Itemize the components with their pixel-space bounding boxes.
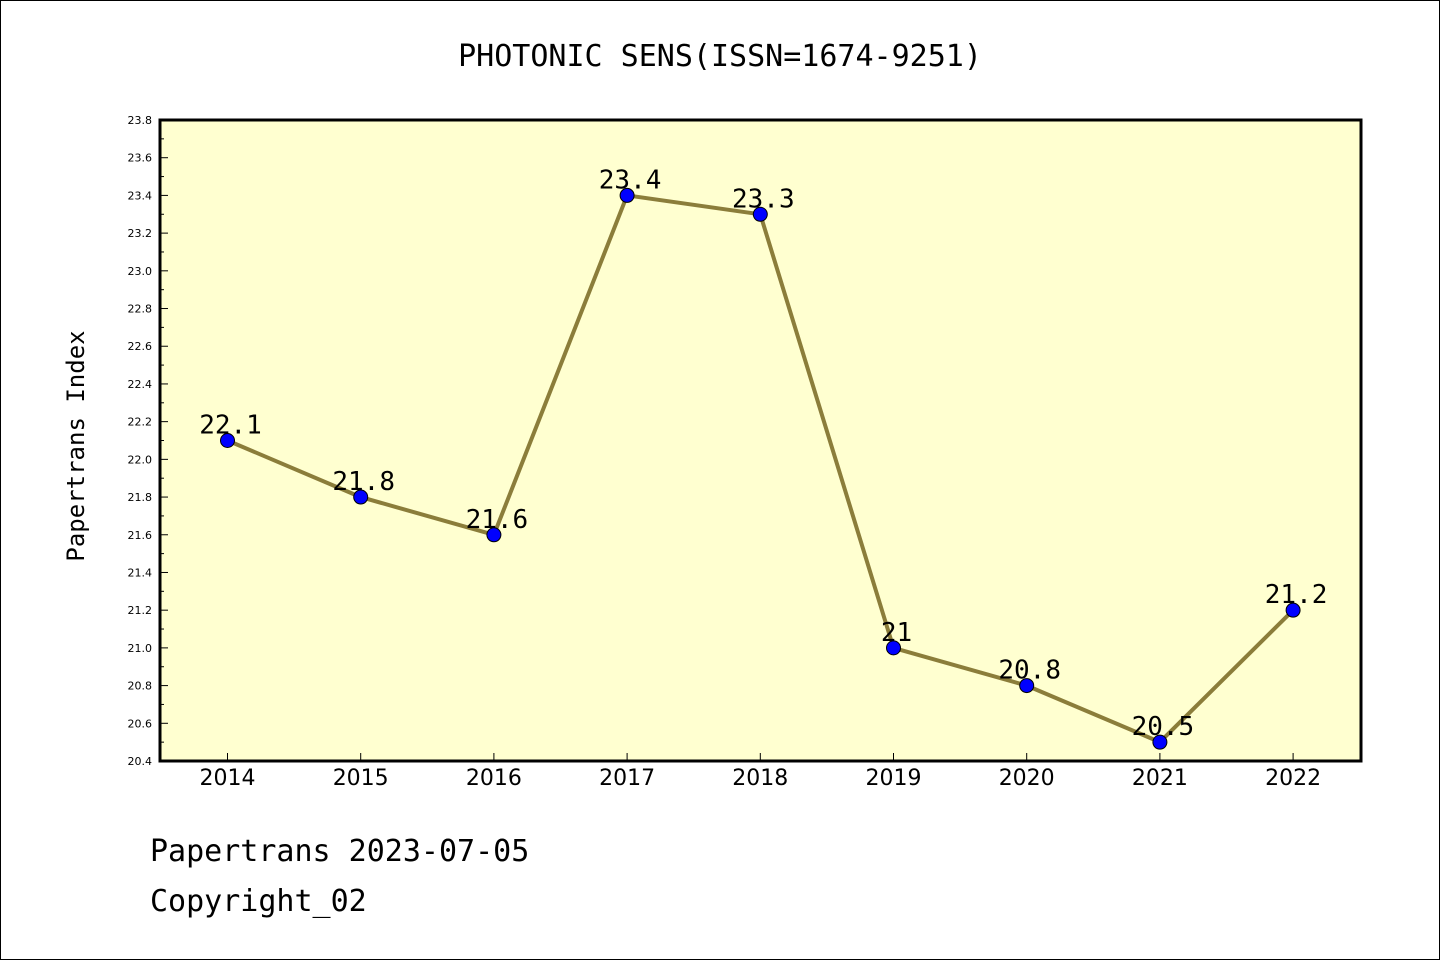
x-tick-label: 2019 [866, 766, 922, 791]
x-tick-label: 2022 [1265, 766, 1321, 791]
data-point-marker [886, 640, 901, 656]
y-tick-label: 21.6 [128, 529, 153, 542]
data-point-marker [752, 206, 768, 222]
y-tick-label: 23.0 [128, 265, 153, 278]
data-label: 20.5 [1132, 712, 1195, 742]
x-tick-label: 2021 [1132, 766, 1188, 791]
data-label: 23.4 [599, 165, 662, 195]
data-point-marker [1152, 734, 1168, 750]
x-tick-label: 2014 [200, 766, 256, 791]
y-tick-label: 23.8 [128, 114, 153, 127]
y-tick-label: 20.6 [128, 717, 153, 730]
data-label: 23.3 [732, 184, 795, 214]
y-tick-label: 23.6 [128, 152, 153, 165]
data-point-marker [1285, 602, 1301, 618]
y-axis-label: Papertrans Index [62, 330, 90, 561]
y-tick-label: 22.4 [128, 378, 153, 391]
y-tick-label: 22.2 [128, 416, 153, 429]
x-tick-label: 2020 [999, 766, 1055, 791]
chart-title: PHOTONIC SENS(ISSN=1674-9251) [458, 39, 982, 74]
y-tick-label: 21.4 [128, 566, 153, 579]
data-label: 22.1 [199, 411, 262, 441]
y-tick-label: 23.4 [128, 189, 153, 202]
data-label: 21.6 [466, 505, 529, 535]
footer-date-label: Papertrans 2023-07-05 [150, 834, 530, 869]
data-point-marker [353, 489, 369, 505]
x-tick-label: 2018 [732, 766, 788, 791]
data-point-marker [220, 433, 235, 448]
y-tick-label: 23.2 [128, 227, 153, 240]
data-point-marker [619, 187, 635, 203]
x-tick-label: 2017 [599, 766, 655, 791]
data-point-marker [486, 527, 502, 543]
y-tick-label: 22.8 [128, 303, 153, 316]
data-label: 21.2 [1265, 580, 1328, 610]
plot-border [158, 118, 1363, 763]
data-point-marker [1019, 678, 1035, 694]
data-label: 21 [881, 618, 912, 648]
x-tick-label: 2016 [466, 766, 522, 791]
y-tick-label: 21.8 [128, 491, 153, 504]
y-tick-label: 22.0 [128, 453, 153, 466]
y-tick-label: 20.8 [128, 680, 153, 693]
footer-copyright-label: Copyright_02 [150, 884, 367, 919]
y-tick-label: 21.0 [128, 642, 153, 655]
y-tick-label: 22.6 [128, 340, 153, 353]
y-tick-label: 21.2 [128, 604, 153, 617]
series-layer: 22.1 21.8 21.6 23.4 23.3 21 20.8 20.5 21.2 [199, 165, 1328, 750]
y-tick-label: 20.4 [128, 755, 153, 768]
data-label: 21.8 [332, 467, 395, 497]
plot-area [160, 120, 1361, 761]
axis-ticks: 20.4 20.6 20.8 21.0 21.2 21.4 21.6 21.8 22.0 22.2… [128, 114, 1322, 791]
x-tick-label: 2015 [333, 766, 389, 791]
data-label: 20.8 [998, 656, 1061, 686]
